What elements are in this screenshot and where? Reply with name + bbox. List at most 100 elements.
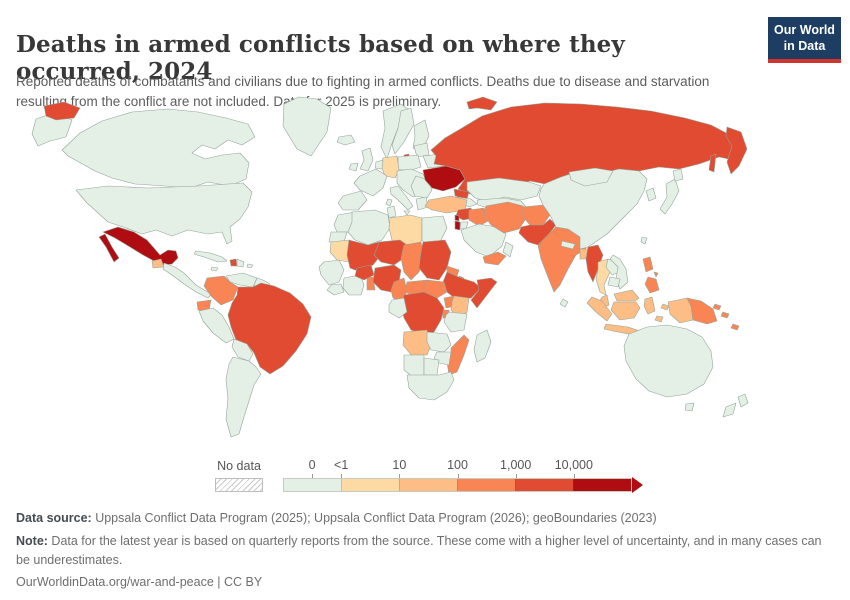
legend-bin-0[interactable]	[284, 479, 341, 491]
country-haiti[interactable]	[229, 258, 238, 267]
country-somalia[interactable]	[470, 277, 498, 309]
country-cambodia[interactable]	[607, 276, 621, 288]
country-tasmania[interactable]	[684, 402, 695, 412]
country-mongolia[interactable]	[568, 167, 614, 187]
country-sicily[interactable]	[403, 210, 411, 216]
legend-no-data-swatch[interactable]	[215, 478, 263, 492]
country-philippines-visayas[interactable]	[653, 271, 659, 278]
legend-tick-5	[573, 474, 575, 478]
country-sierra-leone-liberia[interactable]	[326, 283, 345, 296]
country-jamaica[interactable]	[210, 266, 219, 272]
country-oman[interactable]	[502, 241, 514, 258]
legend-bin-2[interactable]	[399, 479, 457, 491]
country-angola[interactable]	[402, 329, 432, 356]
license-badge[interactable]: CC BY	[223, 575, 263, 590]
country-indonesia-kalimantan[interactable]	[610, 301, 641, 321]
country-canada[interactable]	[61, 108, 256, 189]
country-russia-sakhalin[interactable]	[708, 153, 717, 173]
country-brazil[interactable]	[227, 282, 312, 375]
data-source-label: Data source:	[16, 511, 92, 525]
country-south-africa[interactable]	[406, 371, 455, 401]
country-malaysia-borneo[interactable]	[613, 289, 640, 302]
country-mexico[interactable]	[98, 226, 179, 266]
legend-tick-label-3: 100	[447, 458, 468, 472]
country-ireland[interactable]	[348, 162, 359, 172]
country-pakistan[interactable]	[518, 218, 557, 246]
country-japan-hokkaido[interactable]	[672, 168, 684, 182]
country-algeria[interactable]	[347, 209, 391, 246]
country-korea[interactable]	[645, 187, 657, 202]
country-zambia[interactable]	[426, 331, 452, 353]
country-israel[interactable]	[454, 220, 461, 231]
country-russia-novaya-zemlya[interactable]	[466, 96, 498, 111]
country-tunisia[interactable]	[386, 205, 397, 219]
legend-bin-4[interactable]	[515, 479, 573, 491]
country-png-island-3[interactable]	[730, 323, 740, 331]
country-united-states[interactable]	[75, 182, 253, 245]
country-mali[interactable]	[346, 239, 382, 273]
country-puerto-rico[interactable]	[246, 263, 254, 269]
country-sweden[interactable]	[391, 107, 415, 155]
country-poland[interactable]	[397, 154, 422, 172]
country-central-america[interactable]	[162, 262, 213, 299]
country-russia-chukotka[interactable]	[43, 101, 81, 121]
country-madagascar[interactable]	[473, 329, 492, 363]
owid-url[interactable]: OurWorldinData.org/war-and-peace	[16, 575, 214, 590]
country-cuba[interactable]	[193, 250, 228, 263]
legend-bin-5[interactable]	[573, 479, 631, 491]
country-png-island-2[interactable]	[720, 311, 730, 319]
country-kazakhstan[interactable]	[466, 177, 542, 203]
country-greece[interactable]	[415, 196, 429, 211]
country-sardinia[interactable]	[385, 198, 393, 207]
country-png-island-1[interactable]	[712, 303, 722, 311]
country-colombia[interactable]	[203, 275, 239, 306]
country-tanzania[interactable]	[443, 311, 468, 333]
country-australia[interactable]	[623, 324, 714, 398]
country-namibia[interactable]	[403, 354, 425, 379]
country-drc[interactable]	[400, 291, 445, 336]
country-sudan[interactable]	[418, 239, 452, 281]
country-japan[interactable]	[659, 178, 680, 215]
country-taiwan[interactable]	[640, 236, 648, 245]
country-iceland[interactable]	[336, 134, 356, 146]
country-saudi-arabia[interactable]	[460, 223, 507, 258]
country-iran[interactable]	[483, 201, 528, 234]
country-indonesia-maluku-1[interactable]	[654, 315, 664, 323]
country-indonesia-sumatra[interactable]	[586, 296, 613, 322]
country-russia[interactable]	[430, 102, 745, 195]
country-benelux[interactable]	[374, 159, 384, 170]
country-baltics[interactable]	[413, 142, 430, 158]
legend-bin-3[interactable]	[457, 479, 515, 491]
country-sri-lanka[interactable]	[559, 298, 569, 308]
country-argentina-chile[interactable]	[225, 356, 262, 438]
country-yemen[interactable]	[482, 251, 507, 266]
country-philippines-mindanao[interactable]	[644, 276, 660, 294]
country-turkey[interactable]	[424, 195, 468, 214]
country-senegal-guinea[interactable]	[318, 259, 345, 286]
country-dominican-republic[interactable]	[236, 258, 245, 268]
country-greenland[interactable]	[282, 96, 332, 157]
country-italy[interactable]	[389, 185, 414, 211]
country-new-zealand-south[interactable]	[722, 402, 737, 418]
country-papua-new-guinea[interactable]	[686, 297, 718, 325]
country-botswana[interactable]	[423, 357, 440, 376]
note-text: Data for the latest year is based on qua…	[16, 533, 822, 567]
country-new-zealand-north[interactable]	[737, 393, 749, 408]
owid-logo[interactable]: Our World in Data	[768, 17, 841, 64]
country-iberia[interactable]	[337, 190, 368, 211]
country-france[interactable]	[353, 168, 388, 197]
legend-bin-1[interactable]	[341, 479, 399, 491]
country-congo-gabon[interactable]	[388, 297, 408, 319]
country-lebanon[interactable]	[454, 214, 460, 222]
country-russia-kamchatka[interactable]	[725, 126, 748, 175]
country-nepal[interactable]	[560, 240, 576, 250]
legend-tick-label-1: <1	[334, 458, 349, 472]
country-chad[interactable]	[400, 241, 425, 281]
country-united-kingdom[interactable]	[359, 147, 374, 172]
country-indonesia-sulawesi[interactable]	[643, 296, 656, 315]
country-vietnam[interactable]	[609, 254, 629, 290]
note-line: Note: Data for the latest year is based …	[16, 532, 834, 570]
country-philippines-luzon[interactable]	[642, 256, 654, 273]
country-indonesia-maluku-2[interactable]	[660, 303, 670, 311]
country-myanmar[interactable]	[585, 244, 604, 283]
